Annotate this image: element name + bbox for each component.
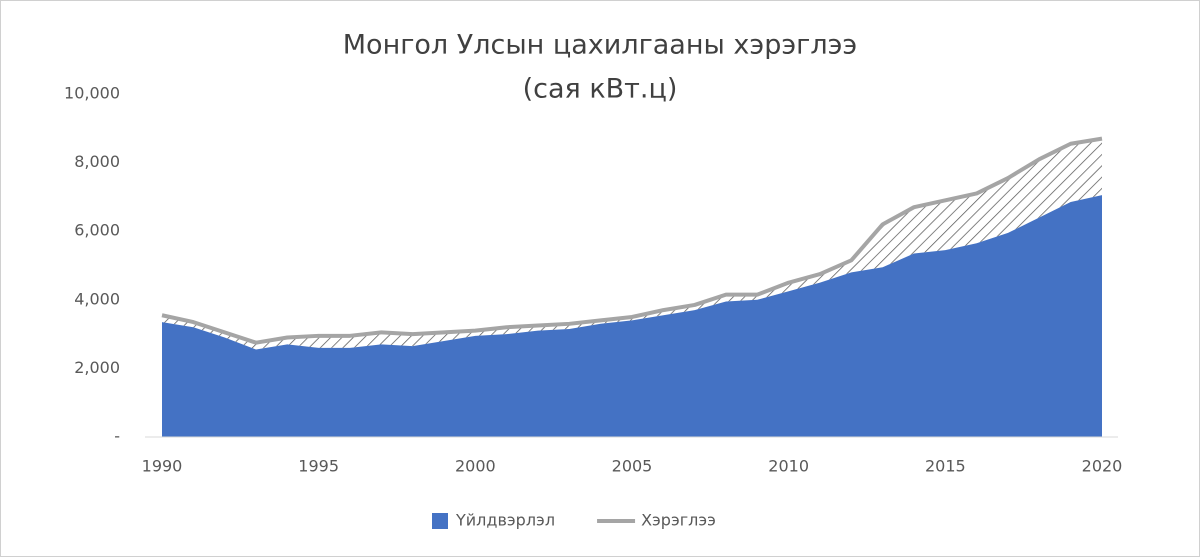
x-tick-label: 2020 [1082, 457, 1123, 476]
x-tick-label: 2005 [612, 457, 653, 476]
area [162, 195, 1102, 437]
y-tick-label: 8,000 [74, 152, 120, 171]
x-tick-label: 2015 [925, 457, 966, 476]
line [161, 136, 1103, 345]
y-tick-label: 4,000 [74, 289, 120, 308]
difference-band [162, 138, 1102, 350]
y-tick-label: - [114, 427, 120, 446]
chart-subtitle: (сая кВт.ц) [523, 74, 678, 105]
y-tick-label: 2,000 [74, 358, 120, 377]
legend-label: Хэрэглээ [641, 511, 716, 530]
x-tick-label: 2010 [768, 457, 809, 476]
x-tick-label: 1995 [298, 457, 339, 476]
chart-title: Монгол Улсын цахилгааны хэрэглээ [343, 30, 858, 61]
legend-swatch [432, 513, 448, 529]
y-tick-label: 6,000 [74, 221, 120, 240]
x-tick-label: 1990 [142, 457, 183, 476]
legend-label: Үйлдвэрлэл [455, 511, 555, 530]
x-tick-label: 2000 [455, 457, 496, 476]
y-tick-label: 10,000 [64, 84, 120, 103]
